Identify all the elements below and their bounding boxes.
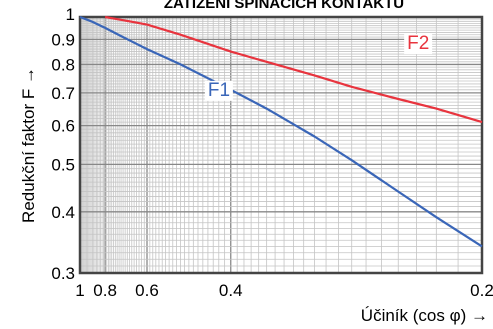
y-tick-label: 0.4 — [51, 203, 75, 222]
series-label-f1: F1 — [208, 80, 230, 101]
grid — [80, 17, 482, 273]
x-tick-label: 0.4 — [219, 281, 243, 300]
x-tick-label: 0.6 — [135, 281, 159, 300]
y-axis-label: Redukční faktor F → — [19, 67, 38, 223]
y-tick-label: 0.5 — [51, 155, 75, 174]
series-label-background — [404, 34, 433, 55]
y-tick-label: 0.9 — [51, 30, 75, 49]
series-line-f2 — [104, 15, 483, 124]
plot-frame — [78, 15, 484, 275]
y-tick-label: 0.8 — [51, 55, 75, 74]
x-axis-label: Účiník (cos φ) → — [361, 306, 488, 325]
y-tick-label: 0.6 — [51, 117, 75, 136]
x-tick-label: 0.2 — [470, 281, 493, 300]
series-label-f2: F2 — [407, 33, 429, 54]
chart-title: ZATÍŽENÍ SPÍNACÍCH KONTAKTŮ — [164, 0, 404, 12]
y-tick-label: 0.7 — [51, 84, 75, 103]
x-tick-label: 1 — [75, 281, 84, 300]
tick-labels: 1 0.8 0.6 0.4 0.2 1 0.9 0.8 0.7 0.6 0.5 0.4 0.3 — [51, 5, 493, 300]
series-label-background — [204, 80, 233, 101]
x-tick-label: 0.8 — [93, 281, 117, 300]
y-tick-label: 1 — [66, 5, 75, 24]
y-tick-label: 0.3 — [51, 264, 75, 283]
series-group: F1 F2 — [79, 15, 483, 248]
